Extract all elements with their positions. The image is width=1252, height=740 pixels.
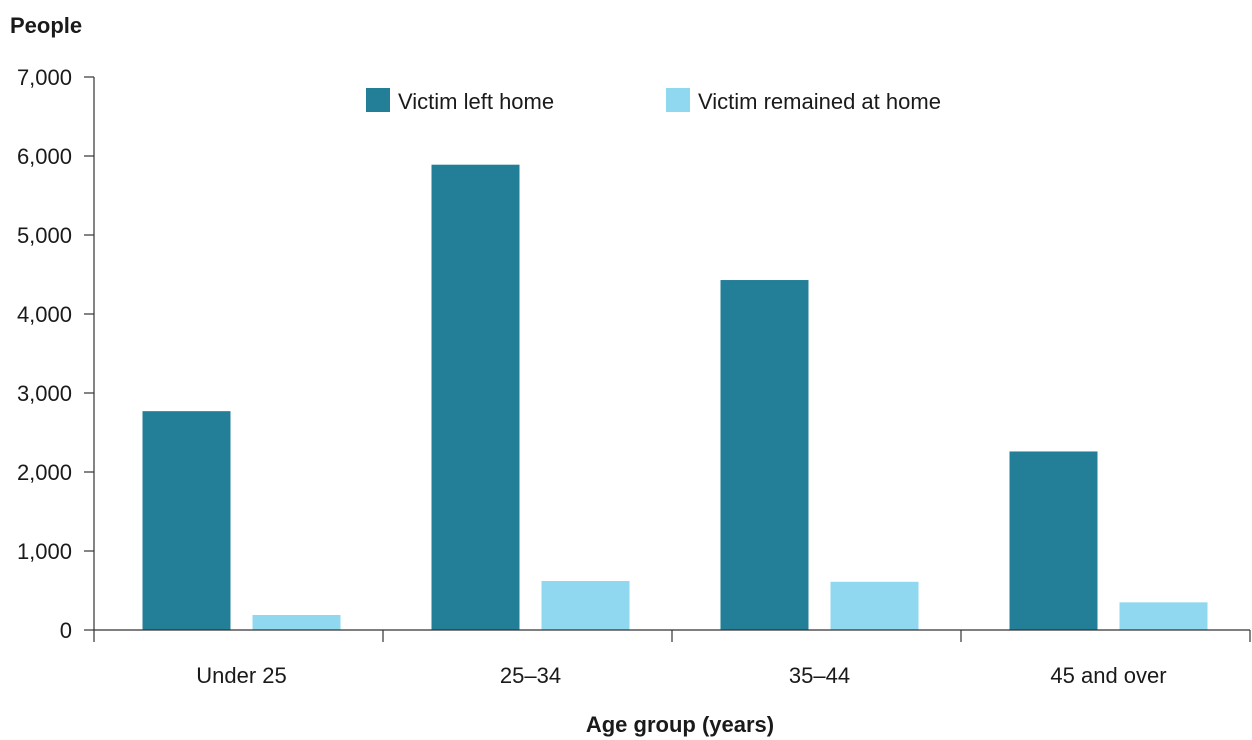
legend-label-0: Victim left home [398,89,554,114]
x-tick-label: 45 and over [1050,663,1166,688]
y-tick-label: 0 [60,618,72,643]
y-tick-label: 2,000 [17,460,72,485]
y-tick-label: 1,000 [17,539,72,564]
bar-left-home-3 [1009,451,1098,630]
y-tick-label: 7,000 [17,65,72,90]
bar-remained-home-3 [1119,602,1208,630]
x-tick-label: 35–44 [789,663,850,688]
x-tick-label: 25–34 [500,663,561,688]
bars [142,164,1208,630]
bar-remained-home-1 [541,581,630,630]
legend: Victim left home Victim remained at home [366,88,941,114]
y-tick-label: 6,000 [17,144,72,169]
y-tick-label: 3,000 [17,381,72,406]
x-axis: Under 25 25–34 35–44 45 and over [196,630,1251,688]
x-axis-title: Age group (years) [586,712,774,737]
bar-left-home-2 [720,280,809,630]
bar-left-home-0 [142,411,231,630]
y-tick-label: 4,000 [17,302,72,327]
y-axis: 0 1,000 2,000 3,000 4,000 5,000 6,000 7,000 [17,65,94,643]
y-tick-label: 5,000 [17,223,72,248]
legend-label-1: Victim remained at home [698,89,941,114]
y-axis-title: People [10,13,82,38]
bar-left-home-1 [431,164,520,630]
bar-remained-home-2 [830,581,919,630]
legend-swatch-1 [666,88,690,112]
legend-swatch-0 [366,88,390,112]
x-tick-label: Under 25 [196,663,287,688]
bar-remained-home-0 [252,614,341,630]
